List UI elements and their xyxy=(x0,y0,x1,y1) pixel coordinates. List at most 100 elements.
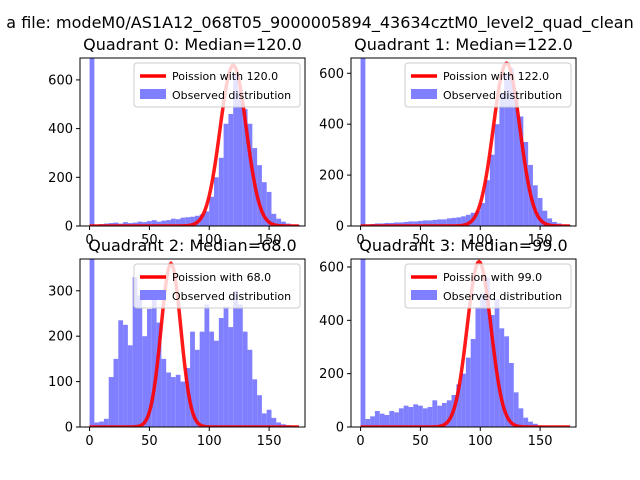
histogram-bar xyxy=(432,400,438,427)
x-tick-label: 100 xyxy=(468,233,493,248)
histogram-bar xyxy=(94,422,100,427)
histogram-bar xyxy=(261,413,267,427)
legend-label-poisson: Poission with 120.0 xyxy=(172,70,278,83)
histogram-bar xyxy=(266,191,272,226)
histogram-bar xyxy=(166,220,171,226)
x-tick-label: 50 xyxy=(141,434,158,449)
axes-frame xyxy=(350,57,577,227)
histogram-bar xyxy=(446,400,452,427)
histogram-bar xyxy=(360,259,366,427)
y-tick-label: 400 xyxy=(319,118,344,133)
panel-1: 0 50 100 150 0 200 400 600 Quadrant 1: Median=12… xyxy=(319,35,577,248)
x-tick-label: 150 xyxy=(528,434,553,449)
histogram-bar xyxy=(489,154,495,226)
histogram-bar xyxy=(418,220,423,226)
histogram-bar xyxy=(237,89,243,226)
legend-box xyxy=(133,263,301,309)
y-tick-label: 0 xyxy=(65,421,73,436)
histogram-bar xyxy=(475,210,481,226)
histogram-bar xyxy=(441,403,447,427)
histogram-bar xyxy=(266,409,272,427)
histogram-bar xyxy=(190,216,195,226)
histogram-bar xyxy=(257,165,262,226)
poisson-curve xyxy=(89,63,300,226)
histogram-bar xyxy=(422,408,428,427)
legend-label-observed: Observed distribution xyxy=(443,89,562,102)
histogram-bar xyxy=(99,421,104,427)
histogram-bar xyxy=(276,422,282,427)
legend-bar-swatch xyxy=(140,89,166,99)
x-tick-label: 0 xyxy=(356,233,364,248)
histogram-bar xyxy=(413,221,419,226)
x-tick-label: 150 xyxy=(257,434,282,449)
histogram-bar xyxy=(523,417,529,427)
histogram-bar xyxy=(403,405,409,427)
x-tick-label: 0 xyxy=(356,434,364,449)
histogram-bar xyxy=(214,340,219,427)
histogram-bar xyxy=(432,219,438,226)
axes-frame xyxy=(79,57,306,227)
histogram-bar xyxy=(465,357,471,427)
histogram-bar xyxy=(418,405,423,427)
histogram-bar xyxy=(365,419,371,427)
plot-area xyxy=(360,259,571,427)
histogram-bar xyxy=(475,307,481,427)
histogram-bar xyxy=(523,142,529,226)
y-tick-label: 600 xyxy=(48,73,73,88)
histogram-bar xyxy=(360,58,366,226)
y-tick-label: 0 xyxy=(336,421,344,436)
histogram-bar xyxy=(413,404,419,427)
histogram-bar xyxy=(389,411,395,427)
histogram-bar xyxy=(261,182,267,226)
y-tick-label: 400 xyxy=(319,314,344,329)
histogram-bar xyxy=(127,345,133,427)
histogram-bar xyxy=(161,358,167,427)
y-tick-label: 200 xyxy=(319,367,344,382)
histogram-bar xyxy=(218,318,224,427)
legend-label-poisson: Poission with 99.0 xyxy=(443,271,542,284)
y-tick-label: 100 xyxy=(48,375,73,390)
legend-label-observed: Observed distribution xyxy=(443,290,562,303)
x-tick-label: 100 xyxy=(197,434,222,449)
histogram-bar xyxy=(394,412,399,427)
histogram-bar xyxy=(446,218,452,226)
histogram-bar xyxy=(470,339,476,427)
histogram-bar xyxy=(175,219,181,226)
histogram-bar xyxy=(190,331,195,427)
legend-box xyxy=(404,62,572,108)
histogram-bar xyxy=(123,324,128,427)
histogram-bar xyxy=(437,219,442,226)
y-tick-label: 200 xyxy=(319,169,344,184)
y-tick-label: 600 xyxy=(319,67,344,82)
x-tick-label: 150 xyxy=(257,233,282,248)
poisson-curve xyxy=(360,61,571,226)
histogram-bar xyxy=(199,331,205,427)
histogram-bar xyxy=(508,363,514,427)
histogram-bar xyxy=(271,417,277,427)
y-tick-label: 300 xyxy=(48,284,73,299)
panel-title: Quadrant 3: Median=99.0 xyxy=(359,236,567,255)
histogram-bar xyxy=(461,216,466,226)
histogram-bar xyxy=(542,210,548,226)
histogram-bar xyxy=(156,322,162,427)
histogram-bar xyxy=(408,221,414,226)
histogram-bar xyxy=(113,358,119,427)
histogram-bar xyxy=(528,421,533,427)
x-tick-label: 0 xyxy=(85,233,93,248)
histogram-bar xyxy=(233,75,238,226)
histogram-bar xyxy=(513,392,519,427)
histogram-bar xyxy=(451,217,457,226)
panel-title: Quadrant 2: Median=68.0 xyxy=(88,236,296,255)
histogram-bar xyxy=(137,221,143,226)
legend-label-poisson: Poission with 122.0 xyxy=(443,70,549,83)
histogram-bar xyxy=(504,73,509,226)
histogram-bar xyxy=(408,407,414,427)
histogram-bar xyxy=(499,93,505,226)
histogram-bar xyxy=(180,217,186,226)
histogram-bar xyxy=(228,114,234,226)
histogram-bar xyxy=(151,295,157,427)
histogram-bar xyxy=(247,123,253,226)
histogram-bar xyxy=(161,220,167,226)
x-tick-label: 100 xyxy=(197,233,222,248)
